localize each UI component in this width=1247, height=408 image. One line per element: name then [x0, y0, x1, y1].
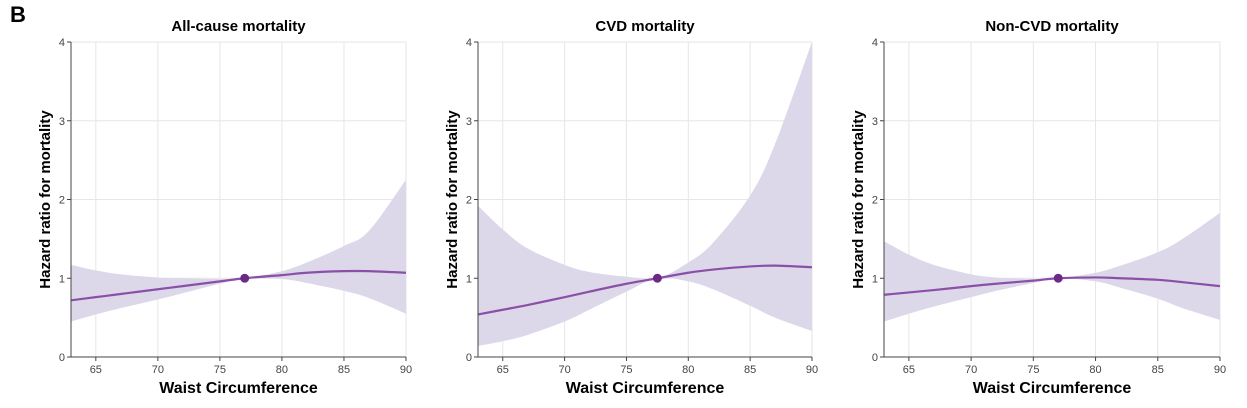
chart-panel-1: 0 1 2 3 4 65 70 75 80 85 90 All-cause mortality Wais… [37, 18, 412, 397]
chart-title: Non-CVD mortality [985, 18, 1119, 35]
x-tick-label: 65 [497, 364, 509, 376]
reference-point [652, 273, 662, 283]
reference-point [1053, 273, 1063, 283]
x-tick-label: 90 [806, 364, 818, 376]
hazard-ratio-line [884, 276, 1220, 296]
confidence-band [884, 212, 1220, 322]
x-axis-label: Waist Circumference [973, 380, 1132, 397]
y-tick-label: 0 [466, 352, 472, 364]
y-tick-label: 0 [59, 352, 65, 364]
chart-panel-2: 0 1 2 3 4 65 70 75 80 85 90 CVD mortality Waist Circ… [444, 18, 818, 397]
x-tick-label: 65 [903, 364, 915, 376]
chart-title: All-cause mortality [171, 18, 306, 35]
chart-title: CVD mortality [595, 18, 695, 35]
x-tick-label: 70 [558, 364, 570, 376]
x-axis-label: Waist Circumference [159, 380, 318, 397]
x-tick-label: 80 [1089, 364, 1101, 376]
y-axis-label: Hazard ratio for mortality [37, 110, 54, 289]
x-tick-label: 75 [1027, 364, 1039, 376]
confidence-band [71, 179, 406, 322]
x-tick-label: 85 [744, 364, 756, 376]
confidence-band [478, 42, 812, 346]
x-axis-label: Waist Circumference [566, 380, 725, 397]
x-tick-label: 70 [152, 364, 164, 376]
x-tick-label: 80 [276, 364, 288, 376]
y-tick-label: 0 [872, 352, 878, 364]
panel-label: B [10, 2, 26, 27]
y-tick-label: 3 [872, 116, 878, 128]
y-axis-label: Hazard ratio for mortality [850, 110, 867, 289]
chart-panel-3: 0 1 2 3 4 65 70 75 80 85 90 Non-CVD mortality Waist … [850, 18, 1226, 397]
x-tick-label: 65 [90, 364, 102, 376]
y-tick-label: 2 [872, 195, 878, 207]
x-tick-label: 90 [400, 364, 412, 376]
y-tick-label: 1 [59, 273, 65, 285]
y-tick-label: 4 [466, 37, 472, 49]
x-tick-label: 75 [620, 364, 632, 376]
y-tick-label: 1 [872, 273, 878, 285]
x-tick-label: 80 [682, 364, 694, 376]
hazard-ratio-line [71, 269, 406, 302]
hazard-ratio-line [478, 264, 812, 316]
y-tick-label: 3 [59, 116, 65, 128]
reference-point [240, 273, 250, 283]
x-tick-label: 75 [214, 364, 226, 376]
x-tick-label: 70 [965, 364, 977, 376]
x-tick-label: 85 [1152, 364, 1164, 376]
y-axis-label: Hazard ratio for mortality [444, 110, 461, 289]
y-tick-label: 3 [466, 116, 472, 128]
y-tick-label: 2 [59, 195, 65, 207]
x-tick-label: 90 [1214, 364, 1226, 376]
y-tick-label: 1 [466, 273, 472, 285]
y-tick-label: 4 [59, 37, 65, 49]
y-tick-label: 4 [872, 37, 878, 49]
y-tick-label: 2 [466, 195, 472, 207]
x-tick-label: 85 [338, 364, 350, 376]
